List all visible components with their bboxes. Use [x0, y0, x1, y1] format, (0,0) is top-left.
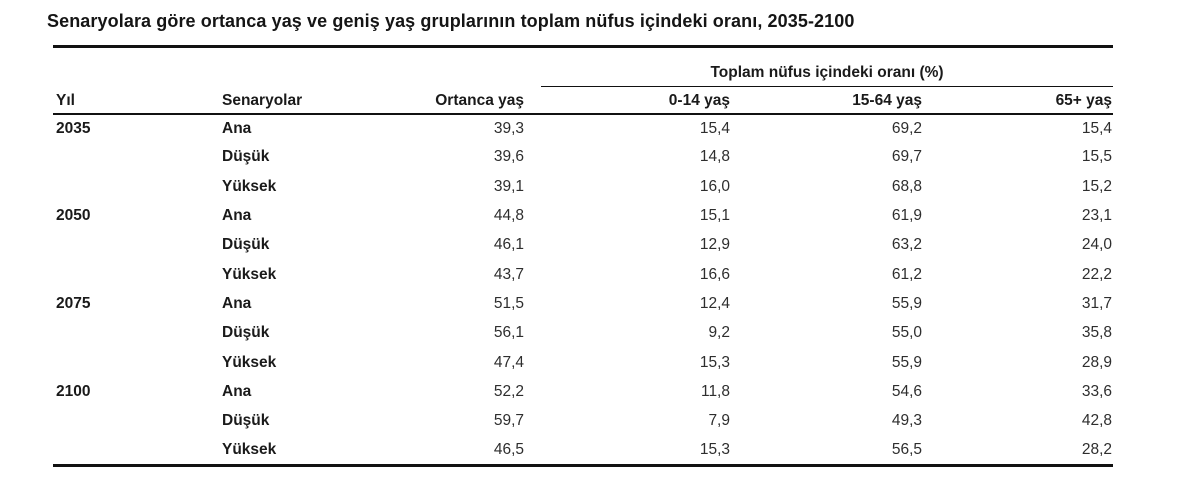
- scenario-cell: Düşük: [222, 236, 270, 254]
- table-row: 2075 Ana 51,5 12,4 55,9 31,7: [53, 289, 1113, 318]
- scenario-cell: Ana: [222, 119, 252, 137]
- age-0-14-cell: 15,4: [699, 119, 730, 137]
- table-row: Yüksek 46,5 15,3 56,5 28,2: [53, 436, 1113, 465]
- age-15-64-cell: 49,3: [891, 412, 922, 430]
- median-age-cell: 39,6: [493, 148, 524, 166]
- table-row: 2050 Ana 44,8 15,1 61,9 23,1: [53, 201, 1113, 230]
- table-header: Toplam nüfus içindeki oranı (%) Yıl Sena…: [53, 46, 1114, 115]
- table-row: Düşük 39,6 14,8 69,7 15,5: [53, 143, 1113, 172]
- median-age-cell: 44,8: [493, 207, 524, 225]
- col-header-age-0-14: 0-14 yaş: [541, 86, 731, 115]
- table-row: Düşük 46,1 12,9 63,2 24,0: [53, 231, 1113, 260]
- age-0-14-cell: 15,3: [699, 440, 730, 458]
- age-15-64-cell: 54,6: [891, 382, 922, 400]
- year-cell: [53, 319, 218, 348]
- age-15-64-cell: 63,2: [891, 236, 922, 254]
- spanner-header: Toplam nüfus içindeki oranı (%): [541, 46, 1114, 87]
- age-0-14-cell: 15,3: [699, 353, 730, 371]
- age-65-plus-cell: 15,2: [1081, 177, 1113, 195]
- scenario-cell: Düşük: [222, 412, 270, 430]
- age-15-64-cell: 55,9: [891, 294, 922, 312]
- col-header-year: Yıl: [53, 86, 218, 115]
- age-65-plus-cell: 35,8: [1081, 324, 1113, 342]
- age-15-64-cell: 55,9: [891, 353, 922, 371]
- spanner-spacer: [53, 47, 541, 87]
- age-0-14-cell: 12,4: [699, 294, 730, 312]
- median-age-cell: 59,7: [493, 412, 524, 430]
- year-cell: [53, 231, 218, 260]
- age-65-plus-cell: 33,6: [1081, 382, 1113, 400]
- statistics-table: Toplam nüfus içindeki oranı (%) Yıl Sena…: [53, 45, 1114, 467]
- age-15-64-cell: 61,2: [891, 265, 922, 283]
- scenario-cell: Düşük: [222, 148, 270, 166]
- year-cell: 2075: [56, 294, 91, 312]
- year-cell: [53, 348, 218, 377]
- age-15-64-cell: 61,9: [891, 207, 922, 225]
- median-age-cell: 46,5: [493, 440, 524, 458]
- median-age-cell: 52,2: [493, 382, 524, 400]
- year-cell: [53, 172, 218, 201]
- table-row: Yüksek 43,7 16,6 61,2 22,2: [53, 260, 1113, 289]
- age-0-14-cell: 14,8: [699, 148, 730, 166]
- table-row: Yüksek 47,4 15,3 55,9 28,9: [53, 348, 1113, 377]
- age-15-64-cell: 56,5: [891, 440, 922, 458]
- median-age-cell: 47,4: [493, 353, 524, 371]
- age-65-plus-cell: 28,2: [1081, 440, 1113, 458]
- median-age-cell: 43,7: [493, 265, 524, 283]
- age-65-plus-cell: 22,2: [1081, 265, 1113, 283]
- year-cell: [53, 436, 218, 465]
- age-65-plus-cell: 15,5: [1081, 148, 1113, 166]
- page-title: Senaryolara göre ortanca yaş ve geniş ya…: [47, 11, 855, 31]
- table-row: 2100 Ana 52,2 11,8 54,6 33,6: [53, 377, 1113, 406]
- median-age-cell: 39,1: [493, 177, 524, 195]
- column-header-row: Yıl Senaryolar Ortanca yaş 0-14 yaş 15-6…: [53, 86, 1114, 115]
- age-0-14-cell: 12,9: [699, 236, 730, 254]
- age-65-plus-cell: 24,0: [1081, 236, 1113, 254]
- col-header-age-65-plus: 65+ yaş: [923, 86, 1114, 115]
- age-0-14-cell: 9,2: [708, 324, 730, 342]
- col-header-age-15-64: 15-64 yaş: [731, 86, 923, 115]
- age-15-64-cell: 69,7: [891, 148, 922, 166]
- age-65-plus-cell: 15,4: [1081, 119, 1113, 137]
- age-65-plus-cell: 31,7: [1081, 294, 1113, 312]
- table-row: 2035 Ana 39,3 15,4 69,2 15,4: [53, 114, 1113, 143]
- year-cell: 2035: [56, 119, 91, 137]
- median-age-cell: 39,3: [493, 119, 524, 137]
- table-row: Düşük 59,7 7,9 49,3 42,8: [53, 406, 1113, 435]
- scenario-cell: Ana: [222, 294, 252, 312]
- year-cell: [53, 406, 218, 435]
- col-header-median-age: Ortanca yaş: [364, 86, 541, 115]
- year-cell: 2050: [56, 207, 91, 225]
- median-age-cell: 56,1: [493, 324, 524, 342]
- age-65-plus-cell: 28,9: [1081, 353, 1113, 371]
- year-cell: [53, 260, 218, 289]
- age-15-64-cell: 68,8: [891, 177, 922, 195]
- median-age-cell: 46,1: [493, 236, 524, 254]
- scenario-cell: Yüksek: [222, 440, 277, 458]
- year-cell: 2100: [56, 382, 91, 400]
- age-0-14-cell: 11,8: [700, 382, 730, 400]
- age-0-14-cell: 7,9: [708, 412, 730, 430]
- year-cell: [53, 143, 218, 172]
- age-15-64-cell: 69,2: [891, 119, 922, 137]
- age-0-14-cell: 16,0: [699, 177, 730, 195]
- age-0-14-cell: 15,1: [699, 207, 730, 225]
- scenario-cell: Ana: [222, 382, 252, 400]
- scenario-cell: Ana: [222, 207, 252, 225]
- age-0-14-cell: 16,6: [699, 265, 730, 283]
- scenario-cell: Yüksek: [222, 265, 277, 283]
- table-row: Yüksek 39,1 16,0 68,8 15,2: [53, 172, 1113, 201]
- age-65-plus-cell: 23,1: [1081, 207, 1113, 225]
- table-body: 2035 Ana 39,3 15,4 69,2 15,4 Düşük 39,6 14,8 69,7…: [53, 114, 1113, 466]
- table-row: Düşük 56,1 9,2 55,0 35,8: [53, 319, 1113, 348]
- col-header-scenario: Senaryolar: [218, 86, 364, 115]
- scenario-cell: Yüksek: [222, 177, 277, 195]
- spanner-header-row: Toplam nüfus içindeki oranı (%): [53, 46, 1114, 87]
- scenario-cell: Yüksek: [222, 353, 277, 371]
- age-65-plus-cell: 42,8: [1081, 412, 1113, 430]
- age-15-64-cell: 55,0: [891, 324, 922, 342]
- median-age-cell: 51,5: [493, 294, 524, 312]
- scenario-cell: Düşük: [222, 324, 270, 342]
